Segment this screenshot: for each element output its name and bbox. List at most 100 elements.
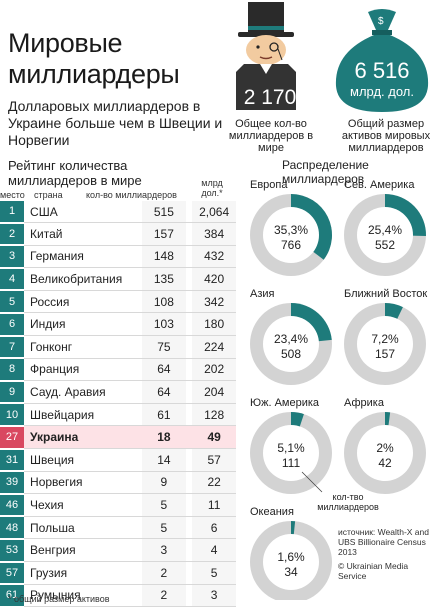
count-label: 42: [378, 456, 392, 470]
col-rank-header: место: [0, 190, 25, 200]
wealth-cell: 420: [192, 267, 236, 291]
billionaire-count-value: 2 170: [243, 86, 297, 109]
country-cell: Китай: [24, 222, 143, 246]
count-cell: 157: [142, 222, 186, 246]
rank-cell: 7: [0, 335, 25, 360]
count-cell: 108: [142, 290, 186, 314]
gap-cell: [185, 222, 193, 246]
wealth-cell: 4: [192, 538, 236, 562]
col-country-header: страна: [34, 190, 63, 200]
country-cell: Польша: [24, 516, 143, 540]
wealth-cell: 11: [192, 493, 236, 517]
donut-hole: [263, 207, 319, 263]
count-cell: 148: [142, 245, 186, 269]
wealth-cell: 202: [192, 358, 236, 382]
table-row: 10 Швейцария 61 128: [0, 403, 236, 427]
table-row: 6 Индия 103 180: [0, 312, 236, 337]
country-cell: Великобритания: [24, 267, 143, 291]
country-cell: Венгрия: [24, 538, 143, 562]
country-cell: Индия: [24, 312, 143, 337]
gap-cell: [185, 290, 193, 314]
country-cell: Сауд. Аравия: [24, 380, 143, 404]
col-count-header: кол-во миллиардеров: [86, 190, 177, 200]
country-cell: США: [24, 201, 143, 224]
page-subtitle: Долларовых миллиардеров в Украине больше…: [8, 98, 223, 148]
wealth-cell: 49: [192, 425, 236, 450]
wealth-cell: 432: [192, 245, 236, 269]
rank-cell: 61: [0, 584, 25, 608]
percent-label: 5,1%: [277, 441, 305, 455]
legend-pointer-line: [301, 471, 323, 493]
donut-hole: [263, 425, 319, 481]
country-cell: Украина: [24, 425, 143, 450]
count-cell: 64: [142, 380, 186, 404]
assets-caption: Общий размер активов мировых миллиардеро…: [341, 118, 431, 154]
country-cell: Грузия: [24, 561, 143, 585]
count-label: 157: [375, 347, 395, 361]
table-row: 5 Россия 108 342: [0, 290, 236, 314]
count-cell: 64: [142, 358, 186, 382]
gap-cell: [185, 201, 193, 224]
source-note: источник: Wealth-X and UBS Billionaire C…: [338, 527, 438, 581]
wealth-cell: 3: [192, 584, 236, 608]
region-label: Европа: [250, 180, 288, 191]
donut-hole: [357, 316, 413, 372]
count-cell: 515: [142, 201, 186, 224]
wealth-cell: 57: [192, 448, 236, 472]
gap-cell: [185, 312, 193, 337]
region-label: Африка: [344, 397, 385, 409]
top-hat-figure-icon: [236, 2, 296, 110]
source-text: источник: Wealth-X and UBS Billionaire C…: [338, 527, 429, 557]
wealth-cell: 180: [192, 312, 236, 337]
rank-cell: 53: [0, 538, 25, 563]
assets-value: 6 516: [354, 58, 410, 83]
table-row: 27 Украина 18 49: [0, 425, 236, 450]
table-row: 46 Чехия 5 11: [0, 493, 236, 518]
distribution-donut-charts: Европа 35,3%766 Сев. Америка 25,4%552 Азия 23…: [250, 180, 427, 600]
table-row: 48 Польша 5 6: [0, 516, 236, 540]
percent-label: 1,6%: [277, 550, 305, 564]
table-row: 31 Швеция 14 57: [0, 448, 236, 473]
distribution-title: Распределение миллиардеров: [282, 158, 369, 186]
table-row: 4 Великобритания 135 420: [0, 267, 236, 292]
country-cell: Швейцария: [24, 403, 143, 427]
table-row: 53 Венгрия 3 4: [0, 538, 236, 563]
wealth-cell: 22: [192, 471, 236, 495]
wealth-cell: 6: [192, 516, 236, 540]
donut-hole: [357, 207, 413, 263]
region-label: Океания: [250, 506, 294, 518]
rank-cell: 48: [0, 516, 25, 540]
gap-cell: [185, 561, 193, 585]
region-label: Азия: [250, 288, 275, 300]
country-cell: Румыния: [24, 584, 143, 608]
count-label: 111: [282, 456, 301, 470]
percent-label: 2%: [376, 441, 394, 455]
donut-hole: [357, 425, 413, 481]
country-cell: Франция: [24, 358, 143, 382]
count-cell: 3: [142, 538, 186, 562]
country-cell: Германия: [24, 245, 143, 269]
ranking-title: Рейтинг количества миллиардеров в мире: [8, 158, 142, 188]
count-cell: 75: [142, 335, 186, 359]
rank-cell: 27: [0, 425, 25, 450]
wealth-cell: 2,064: [192, 201, 236, 224]
gap-cell: [185, 267, 193, 291]
count-cell: 2: [142, 561, 186, 585]
rank-cell: 2: [0, 222, 25, 247]
rank-cell: 3: [0, 245, 25, 269]
legend-note: кол-тво миллиардеров: [317, 492, 379, 512]
count-cell: 135: [142, 267, 186, 291]
table-row: 7 Гонконг 75 224: [0, 335, 236, 360]
svg-text:$: $: [378, 16, 384, 27]
page-title: Мировые миллиардеры: [8, 28, 180, 89]
gap-cell: [185, 403, 193, 427]
rank-cell: 57: [0, 561, 25, 586]
table-row: 8 Франция 64 202: [0, 358, 236, 382]
count-cell: 18: [142, 425, 186, 450]
rank-cell: 5: [0, 290, 25, 314]
percent-label: 35,3%: [274, 223, 308, 237]
rank-cell: 46: [0, 493, 25, 518]
country-cell: Чехия: [24, 493, 143, 517]
count-cell: 103: [142, 312, 186, 337]
table-row: 57 Грузия 2 5: [0, 561, 236, 586]
